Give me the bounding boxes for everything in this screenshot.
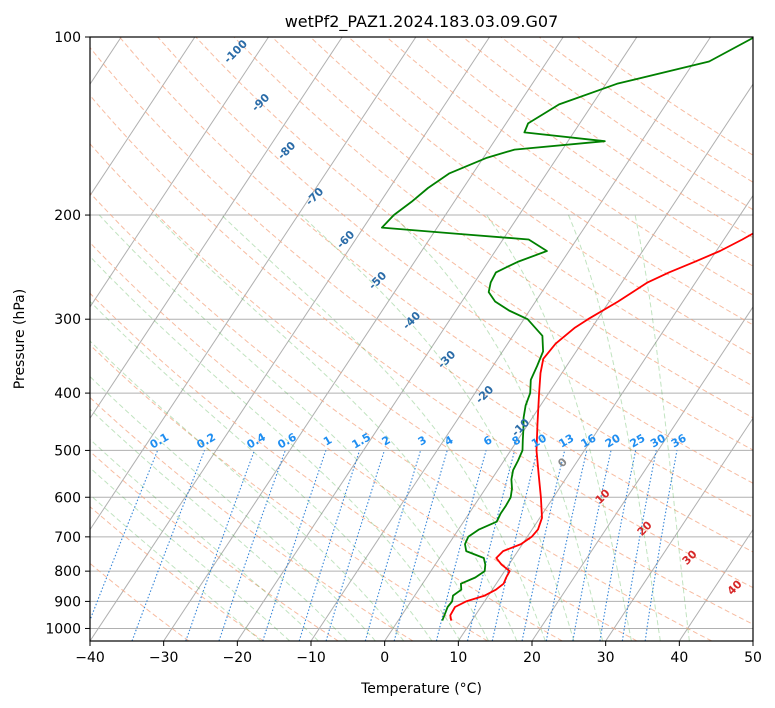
isotherm-line: [163, 37, 564, 641]
y-tick-label: 900: [54, 594, 81, 610]
x-tick-label: 40: [670, 650, 688, 666]
mixing-ratio-line: [521, 450, 566, 641]
dry-adiabat: [90, 241, 638, 641]
dry-adiabat: [90, 292, 563, 641]
dry-adiabat: [90, 94, 753, 589]
isotherm-line: [90, 37, 490, 641]
moist-adiabat: [221, 214, 546, 641]
y-axis-title: Pressure (hPa): [12, 289, 28, 389]
moist-adiabat: [634, 214, 690, 641]
x-tick-label: 0: [380, 650, 389, 666]
dry-adiabat: [271, 37, 753, 387]
dry-adiabat: [90, 143, 753, 625]
plot-frame: [89, 36, 754, 642]
x-tick-label: 10: [449, 650, 467, 666]
x-tick-label: −10: [296, 650, 326, 666]
y-tick-label: 500: [54, 443, 81, 459]
dry-adiabat: [90, 344, 488, 641]
moist-adiabat: [392, 214, 604, 641]
mixing-ratio-line: [298, 450, 361, 641]
mixing-ratio-line: [325, 450, 385, 641]
y-tick-label: 600: [54, 490, 81, 506]
dry-adiabat: [195, 37, 753, 451]
dewpoint-profile-line: [381, 37, 753, 621]
x-tick-label: 30: [597, 650, 615, 666]
x-axis: −40 −30 −20 −10 0 10 20 30 40 50: [75, 641, 762, 666]
isotherm-line: [90, 37, 196, 197]
mixing-ratio-line: [218, 450, 286, 641]
y-tick-label: 400: [54, 386, 81, 402]
background-lines: [90, 37, 753, 641]
dry-adiabat: [90, 192, 712, 641]
moist-adiabat: [90, 494, 262, 641]
dry-adiabat: [90, 506, 264, 641]
x-axis-title: Temperature (°C): [360, 681, 482, 697]
profile-lines: [381, 37, 753, 621]
x-tick-label: −30: [149, 650, 179, 666]
mixing-ratio-line: [393, 450, 448, 641]
moist-adiabat: [300, 214, 575, 641]
x-tick-label: 20: [523, 650, 541, 666]
mixing-ratio-line: [364, 450, 422, 641]
mixing-ratio-line: [185, 450, 255, 641]
mixing-ratio-line: [491, 450, 538, 641]
chart-title: wetPf2_PAZ1.2024.183.03.09.G07: [285, 12, 559, 32]
y-tick-label: 200: [54, 208, 81, 224]
isotherm-line: [90, 37, 343, 420]
y-tick-label: 800: [54, 564, 81, 580]
dry-adiabat: [386, 37, 753, 296]
x-tick-label: −40: [75, 650, 105, 666]
moist-adiabat: [568, 214, 661, 641]
moist-adiabat: [98, 214, 489, 641]
dry-adiabat: [119, 37, 753, 518]
moist-adiabat: [90, 408, 348, 641]
y-tick-label: 700: [54, 530, 81, 546]
moist-adiabat: [90, 300, 433, 641]
isotherm-line: [531, 306, 753, 641]
temperature-profile-line: [449, 232, 753, 621]
isotherm-line: [678, 528, 753, 641]
y-tick-label: 300: [54, 312, 81, 328]
dry-adiabat: [90, 46, 753, 553]
mixing-ratio-line: [131, 450, 206, 641]
moist-adiabat: [486, 214, 632, 641]
dry-adiabat: [233, 37, 753, 419]
isotherm-line: [384, 83, 753, 641]
y-axis: 100 200 300 400 500 600 700 800 900 1000: [45, 30, 90, 637]
x-tick-label: −20: [223, 650, 253, 666]
mixing-ratio-line: [262, 450, 327, 641]
mixing-ratio-line: [466, 450, 516, 641]
y-tick-label: 1000: [45, 621, 81, 637]
moist-adiabat: [154, 214, 518, 641]
mixing-ratio-line: [90, 450, 159, 622]
y-tick-label: 100: [54, 30, 81, 46]
moist-adiabat: [90, 340, 405, 641]
dry-adiabat: [90, 450, 339, 641]
moist-adiabat: [90, 255, 461, 641]
mixing-ratio-line: [545, 450, 588, 641]
isotherm-line: [90, 37, 269, 308]
moist-adiabat: [90, 438, 319, 641]
moist-adiabat: [90, 375, 376, 641]
x-tick-label: 50: [744, 650, 762, 666]
isotherm-line: [605, 417, 753, 641]
isotherm-line: [90, 37, 417, 531]
